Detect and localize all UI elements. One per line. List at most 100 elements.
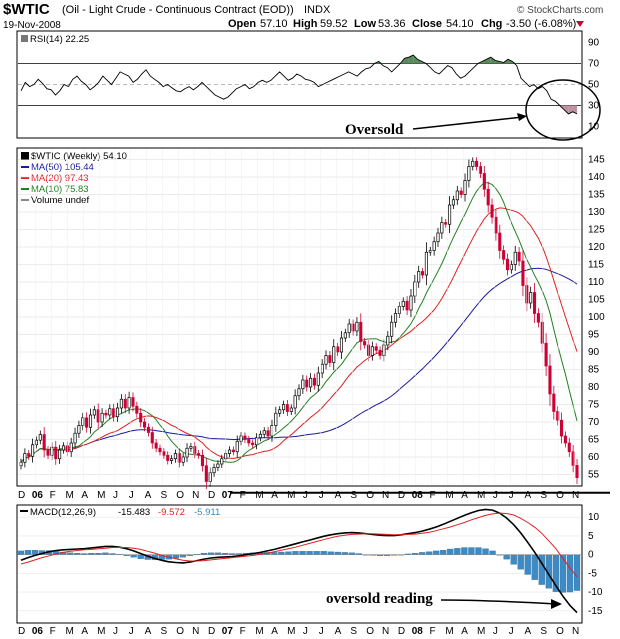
price-x-tick-label: S <box>540 490 547 501</box>
candle-body <box>560 419 564 437</box>
candle-body <box>471 160 475 167</box>
candle-body <box>81 417 85 426</box>
candle-body <box>112 408 116 418</box>
price-x-tick-label: J <box>113 490 118 501</box>
candle-body <box>251 442 255 446</box>
oversold-arrow <box>412 116 524 130</box>
price-y-tick-label: 75 <box>588 400 600 411</box>
candle-body <box>73 432 77 444</box>
candle-body <box>135 405 139 414</box>
candle-body <box>502 250 506 260</box>
macd-layer: -15 -10 -5 0 5 10 <box>17 508 603 617</box>
price-x-tick-label: J <box>509 490 514 501</box>
macd-y-tick-label: 10 <box>588 512 600 523</box>
macd-histogram-bar <box>341 552 348 555</box>
price-x-tick-label: M <box>255 490 263 501</box>
rsi-oversold-fill <box>568 105 573 114</box>
candle-body <box>459 190 463 195</box>
candle-body <box>258 433 262 439</box>
macd-title-value-1: -15.483 <box>118 507 150 518</box>
candle-body <box>131 397 135 407</box>
macd-x-tick-label: J <box>129 626 134 637</box>
legend-entry: MA(10) 75.83 <box>31 184 89 195</box>
candle-body <box>115 407 120 418</box>
price-x-tick-label: J <box>493 490 498 501</box>
rsi-overbought-fill <box>486 57 491 64</box>
candle-body <box>444 222 448 225</box>
candle-body <box>54 446 58 460</box>
ohlc-high-label: High <box>293 18 318 30</box>
exchange-label: INDX <box>304 4 331 16</box>
candle-body <box>567 442 571 453</box>
macd-x-tick-label: M <box>255 626 263 637</box>
candle-body <box>69 442 73 453</box>
macd-x-tick-label: A <box>461 626 468 637</box>
price-x-tick-label: S <box>160 490 167 501</box>
candle-body <box>436 232 440 243</box>
candle-body <box>363 341 367 346</box>
candle-body <box>552 393 556 412</box>
candle-body <box>482 173 486 190</box>
macd-y-tick-label: 5 <box>588 531 594 542</box>
macd-x-tick-label: D <box>18 626 25 637</box>
macd-histogram-bar <box>482 548 489 555</box>
legend-entry: Volume undef <box>31 195 89 206</box>
macd-x-tick-label: M <box>97 626 105 637</box>
candle-body <box>393 313 398 323</box>
price-x-tick-label: M <box>287 490 295 501</box>
macd-histogram-bar <box>320 551 327 555</box>
candle-body <box>27 453 31 457</box>
ohlc-low-value: 53.36 <box>378 18 406 30</box>
price-x-tick-label: M <box>65 490 73 501</box>
candle-body <box>235 440 239 453</box>
candle-body <box>46 449 50 456</box>
price-x-tick-label: N <box>192 490 199 501</box>
candle-body <box>297 388 301 397</box>
macd-histogram-bar <box>440 550 447 555</box>
oversold-reading-arrow <box>440 599 557 605</box>
macd-histogram-bar <box>31 550 39 555</box>
rsi-overbought-fill <box>417 59 422 64</box>
rsi-line <box>20 54 578 115</box>
macd-x-tick-label: S <box>160 626 167 637</box>
candle-body <box>413 281 417 297</box>
macd-x-tick-label: F <box>50 626 56 637</box>
candle-body <box>293 395 297 409</box>
candle-body <box>289 407 293 412</box>
oversold-circle <box>525 79 601 141</box>
candle-body <box>239 435 243 442</box>
rsi-overbought-fill <box>495 60 500 64</box>
ma50-line <box>20 267 578 463</box>
candle-body <box>123 398 127 409</box>
macd-y-tick-label: -10 <box>588 587 603 598</box>
price-x-tick-label: A <box>81 490 88 501</box>
candle-body <box>285 404 289 412</box>
rsi-overbought-fill <box>508 59 513 64</box>
price-x-tick-label: N <box>572 490 579 501</box>
candle-body <box>305 379 309 388</box>
price-x-tick-label: S <box>350 490 357 501</box>
candle-body <box>405 300 409 311</box>
macd-histogram-bar <box>489 550 496 555</box>
macd-histogram-bar <box>503 554 510 560</box>
macd-histogram-bar <box>172 554 179 559</box>
price-y-tick-label: 90 <box>588 347 600 358</box>
candle-body <box>378 349 382 356</box>
price-y-tick-label: 85 <box>588 365 600 376</box>
price-layer: 55 60 65 70 75 80 85 90 95 100 105 110 115 120 125 130 1… <box>18 155 610 494</box>
macd-histogram-bar <box>447 548 454 555</box>
candle-body <box>278 409 282 414</box>
macd-histogram-bar <box>137 554 144 559</box>
macd-x-tick-label: M <box>445 626 453 637</box>
macd-title: MACD(12,26,9) -15.483 -9.572 -5.911 <box>20 507 220 518</box>
macd-x-tick-label: N <box>572 626 579 637</box>
candle-body <box>424 251 428 276</box>
macd-histogram-bar <box>271 552 278 555</box>
candle-body <box>266 430 270 437</box>
credit-label: © StockCharts.com <box>517 5 603 16</box>
candle-body <box>312 377 316 386</box>
candle-body <box>556 411 560 421</box>
rsi-overbought-fill <box>408 55 414 64</box>
price-y-tick-label: 105 <box>588 295 605 306</box>
